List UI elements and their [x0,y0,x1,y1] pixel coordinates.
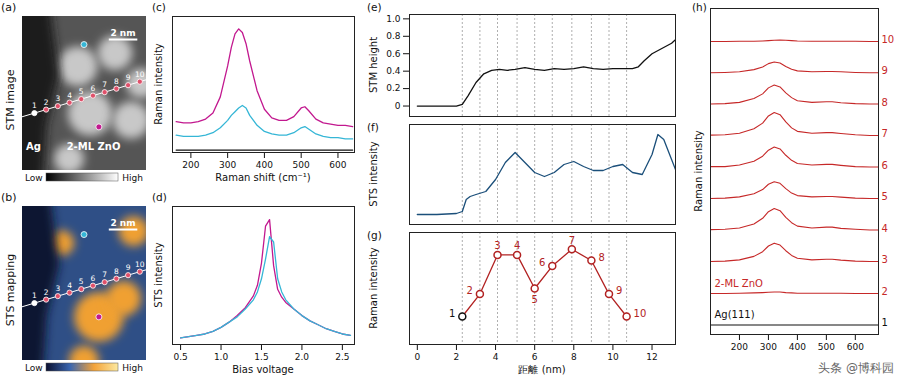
svg-text:2: 2 [467,285,473,296]
svg-text:9: 9 [882,65,888,76]
svg-text:2.5: 2.5 [335,352,349,362]
html-text:(g): (g) [367,229,382,241]
svg-text:6: 6 [91,274,96,283]
svg-text:0.5: 0.5 [173,352,187,362]
svg-text:500: 500 [293,160,310,170]
svg-text:7: 7 [102,80,107,89]
svg-text:8: 8 [598,252,604,263]
svg-text:8: 8 [882,97,888,108]
svg-text:6: 6 [539,257,545,268]
svg-text:300: 300 [760,342,777,352]
svg-text:9: 9 [616,285,622,296]
svg-text:6: 6 [91,84,96,93]
html-text:Raman intensity: Raman intensity [693,130,704,212]
svg-text:0: 0 [395,101,401,111]
svg-text:2: 2 [44,98,49,107]
svg-text:600: 600 [329,160,346,170]
svg-text:1.5: 1.5 [254,352,268,362]
svg-text:(b): (b) [1,191,17,204]
svg-text:2 nm: 2 nm [110,28,135,38]
svg-text:4: 4 [882,223,888,234]
svg-text:1.0: 1.0 [386,14,401,24]
html-text:(d): (d) [152,191,167,203]
svg-text:0.6: 0.6 [386,49,401,59]
svg-text:7: 7 [882,128,888,139]
svg-text:10: 10 [135,260,145,269]
svg-text:10: 10 [882,34,895,45]
svg-text:8: 8 [114,77,119,86]
svg-text:400: 400 [789,342,806,352]
svg-text:7: 7 [569,235,575,246]
svg-text:2 nm: 2 nm [110,218,135,228]
html-text:(e): (e) [367,1,382,13]
svg-text:3: 3 [55,284,60,293]
svg-text:7: 7 [102,270,107,279]
svg-text:6: 6 [882,160,888,171]
svg-text:5: 5 [79,87,84,96]
svg-text:600: 600 [847,342,864,352]
svg-text:3: 3 [55,94,60,103]
html-text:头条 @博科园: 头条 @博科园 [818,361,894,375]
svg-text:300: 300 [219,160,236,170]
html-text:Raman shift (cm⁻¹): Raman shift (cm⁻¹) [215,172,311,183]
svg-text:4: 4 [514,240,520,251]
svg-text:2: 2 [454,352,460,362]
svg-text:2-ML ZnO: 2-ML ZnO [715,278,764,289]
svg-text:STM image: STM image [4,69,17,130]
svg-text:6: 6 [532,352,538,362]
svg-text:1.0: 1.0 [214,352,229,362]
svg-text:5: 5 [531,294,537,305]
svg-text:10: 10 [135,70,145,79]
html-text:(c): (c) [152,1,166,13]
svg-text:5: 5 [79,277,84,286]
svg-text:0.4: 0.4 [386,66,401,76]
svg-text:10: 10 [607,352,619,362]
svg-text:4: 4 [67,91,72,100]
svg-text:0: 0 [414,352,420,362]
svg-text:Ag(111): Ag(111) [715,309,755,320]
svg-text:STS mapping: STS mapping [4,254,17,327]
html-text:STS intensity: STS intensity [368,141,379,207]
svg-text:9: 9 [126,73,131,82]
svg-text:10: 10 [634,308,647,319]
svg-text:Low: Low [25,173,43,183]
svg-text:5: 5 [882,191,888,202]
svg-text:8: 8 [114,267,119,276]
svg-text:3: 3 [494,240,500,251]
svg-text:High: High [122,173,143,183]
svg-text:2: 2 [882,286,888,297]
html-text:距離 (nm): 距離 (nm) [518,364,566,375]
svg-text:200: 200 [731,342,748,352]
svg-text:2-ML ZnO: 2-ML ZnO [67,141,121,152]
svg-text:Low: Low [25,363,43,373]
svg-text:400: 400 [256,160,273,170]
svg-text:12: 12 [646,352,657,362]
svg-text:0.2: 0.2 [386,83,400,93]
svg-text:3: 3 [882,254,888,265]
svg-text:2.0: 2.0 [295,352,310,362]
svg-text:1: 1 [32,101,37,110]
html-text:(h): (h) [692,1,707,13]
svg-text:Ag: Ag [26,141,41,152]
svg-text:9: 9 [126,263,131,272]
svg-text:2: 2 [44,288,49,297]
html-text:Raman intensity: Raman intensity [153,43,164,125]
svg-text:4: 4 [67,281,72,290]
svg-text:1: 1 [449,308,455,319]
html-text:STS intensity: STS intensity [153,242,164,308]
svg-text:1: 1 [32,291,37,300]
svg-text:4: 4 [493,352,499,362]
html-text:(f): (f) [367,121,379,133]
svg-text:8: 8 [571,352,577,362]
svg-text:0.8: 0.8 [386,31,401,41]
svg-text:500: 500 [818,342,835,352]
svg-text:1: 1 [882,317,888,328]
html-text:STM height: STM height [368,36,379,94]
html-text:Raman intensity: Raman intensity [368,247,379,329]
svg-text:(a): (a) [1,1,16,14]
svg-text:200: 200 [182,160,199,170]
svg-text:High: High [122,363,143,373]
html-text:Bias voltage: Bias voltage [232,364,294,375]
